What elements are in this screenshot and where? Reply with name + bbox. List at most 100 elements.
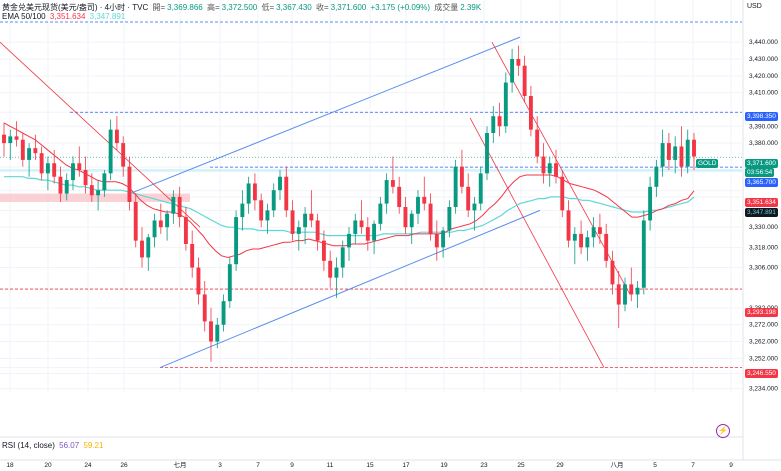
candle-body-93 [585,237,590,248]
candle-body-33 [209,321,213,342]
candle-body-10 [64,180,69,194]
currency-button[interactable]: USD [747,3,762,10]
candle-body-110 [692,139,696,157]
candle-body-22 [140,240,144,258]
ema-value-slow: 3,347.891 [89,12,126,21]
candle-body-44 [278,176,282,191]
high-label: 高= [206,3,220,12]
candle-body-101 [635,287,640,295]
channel-lower-line [159,209,541,368]
candle-body-17 [108,129,113,174]
time-tick-label: 9 [290,462,294,469]
time-tick-label: 26 [120,462,128,469]
time-tick-label: 17 [402,462,410,469]
candle-body-90 [566,210,571,241]
candle-body-2 [14,136,19,140]
lightning-icon[interactable]: ⚡ [716,424,730,438]
price-tick-label: 3,318.000 [749,244,778,251]
candle-body-86 [541,156,546,174]
candle-body-55 [347,233,351,248]
close-label: 收= [315,3,329,12]
candle-body-73 [459,166,464,187]
time-tick-label: 24 [84,462,92,469]
candle-body-81 [510,59,515,83]
level-3293-tag: 3,293.198 [745,308,778,317]
candle-body-84 [528,96,533,130]
candle-body-69 [434,233,439,248]
candle-body-100 [629,284,634,295]
rsi-legend[interactable]: RSI (14, close) 56.07 59.21 [2,441,105,450]
gold-symbol-tag: GOLD [696,159,719,168]
candle-body-48 [303,213,308,228]
candle-body-80 [503,82,508,127]
candle-body-28 [177,196,182,218]
price-tick-label: 3,420.000 [749,73,778,80]
price-tick-label: 3,330.000 [749,224,778,231]
rsi-label: RSI (14, close) [2,441,55,450]
candle-body-4 [27,148,32,160]
candle-body-12 [77,163,82,170]
volume-label: 成交量 [434,3,459,12]
candle-body-18 [114,129,119,144]
candle-body-5 [33,148,38,154]
candle-body-85 [535,129,540,157]
candle-body-35 [221,301,226,325]
low-value: 3,367.430 [276,3,312,12]
current-price-band [0,169,742,172]
time-tick-label: 11 [327,462,334,469]
chart-header: 黄金兑美元现货(美元/盎司) · 4小时 · TVC 開= 3,369.866 高… [2,2,483,13]
candle-body-61 [384,180,389,204]
ema-legend[interactable]: EMA 50/100 3,351.634 3,347.891 [2,12,127,21]
candle-body-106 [666,143,671,160]
candle-body-76 [478,173,483,204]
level-3246-tag: 3,246.550 [745,369,778,378]
level-3398-tag: 3,398.350 [745,112,778,121]
candle-body-82 [516,59,521,66]
zones [0,169,742,202]
candle-body-107 [673,146,678,160]
candle-body-21 [133,201,138,241]
candle-body-11 [71,163,75,181]
candle-body-75 [472,203,477,211]
candle-body-0 [2,134,6,144]
price-tick-label: 3,252.000 [749,355,778,362]
candle-body-27 [171,196,176,214]
candle-body-13 [83,170,88,186]
time-tick-label: 29 [556,462,564,469]
candle-body-40 [252,183,257,201]
ema-fast-tag: 3,351.634 [745,198,778,207]
candle-body-31 [196,267,201,295]
candle-body-72 [453,166,458,207]
candle-body-23 [146,237,151,258]
grid-lines [0,0,742,392]
candle-body-99 [623,284,627,305]
candle-body-59 [372,223,377,241]
candle-body-77 [485,133,489,174]
time-tick-label: 3 [218,462,222,469]
candle-body-57 [359,220,364,228]
symbol-title: 黄金兑美元现货(美元/盎司) · 4小时 · TVC [2,3,149,12]
candle-body-51 [321,240,326,261]
time-tick-label: 7 [691,462,695,469]
candle-body-41 [259,200,264,221]
candle-body-36 [227,264,232,302]
rsi-value-2: 59.21 [83,441,104,450]
candle-body-105 [660,143,665,167]
candle-body-109 [685,139,690,167]
candle-body-71 [447,207,452,231]
time-tick-label: 9 [729,462,733,469]
candle-body-54 [340,247,345,268]
candle-body-37 [234,217,239,265]
candle-body-66 [416,196,420,214]
candle-body-47 [296,227,301,234]
candle-body-104 [654,166,659,187]
price-tick-label: 3,390.000 [749,123,778,130]
candle-body-96 [604,233,609,261]
volume-value: 2.39K [460,3,482,12]
candle-body-56 [353,220,358,234]
time-axis[interactable]: 18 20 24 26 七月 3 7 9 11 15 17 19 23 25 29 八月 5 7 9 [6,460,733,469]
candle-body-30 [190,244,195,268]
candle-body-15 [96,190,101,196]
candle-body-43 [271,190,276,211]
